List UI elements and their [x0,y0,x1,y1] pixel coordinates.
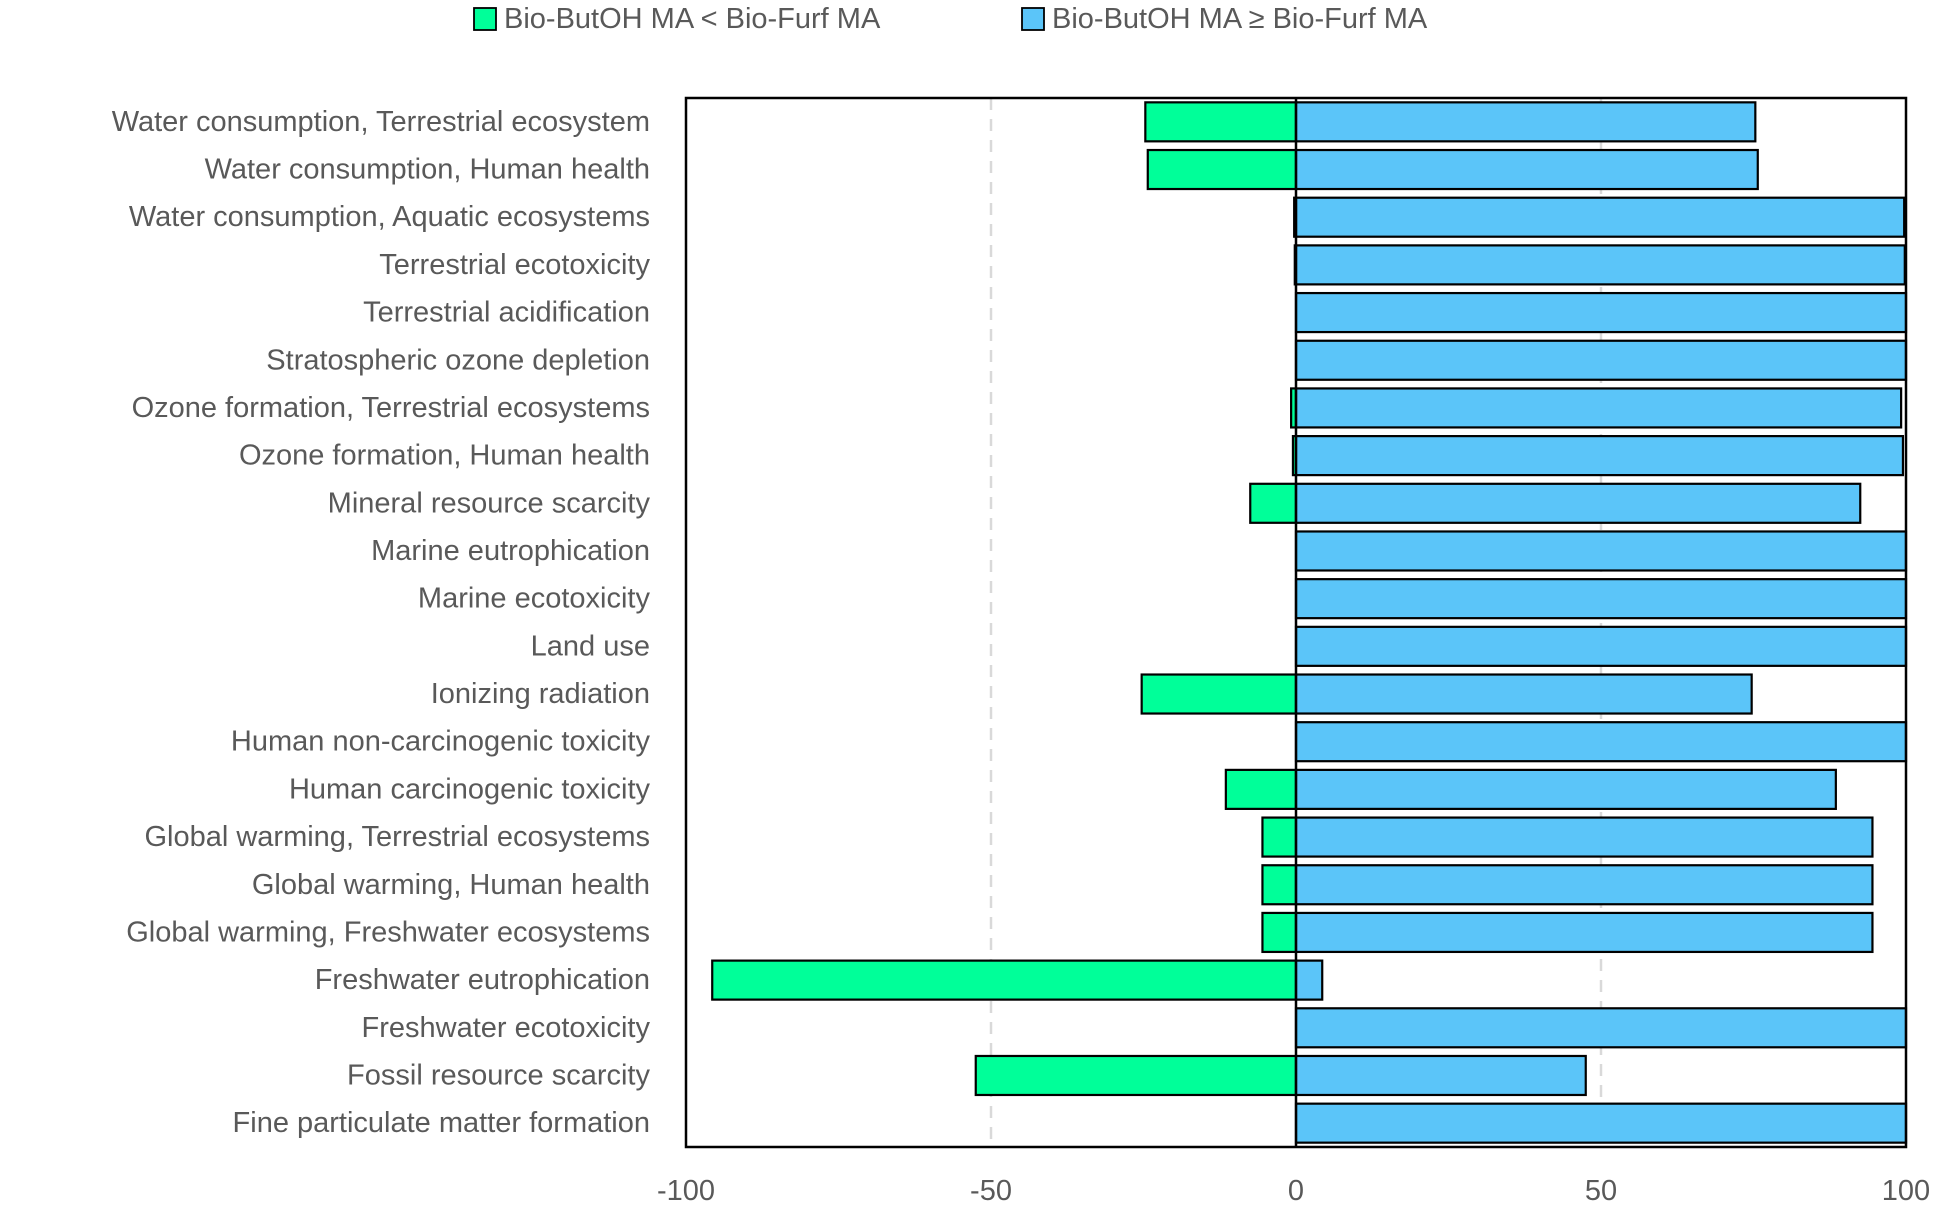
legend-label: Bio-ButOH MA < Bio-Furf MA [504,3,881,35]
x-tick-label: 0 [1288,1175,1304,1207]
category-label: Human carcinogenic toxicity [289,773,651,805]
x-axis-ticks: -100 -50 0 50 100 [657,1175,1930,1207]
bar-blue [1294,148,1759,191]
bar-blue [1294,864,1874,906]
legend-swatch [473,7,497,31]
bar-green [974,1054,1298,1097]
category-label: Land use [531,630,650,662]
bar-blue [1294,530,1908,572]
category-label: Marine ecotoxicity [418,583,651,615]
x-tick-label: -100 [657,1175,715,1207]
legend-swatch [1021,7,1045,31]
bar-blue [1294,101,1757,143]
legend-label: Bio-ButOH MA ≥ Bio-Furf MA [1052,3,1428,35]
bar-green [1146,148,1298,191]
bar-green [1224,768,1298,810]
bar-blue [1294,1054,1587,1097]
bar-green [1249,482,1298,524]
x-tick-label: 50 [1585,1175,1617,1207]
x-tick-label: -50 [970,1175,1012,1207]
category-label: Ionizing radiation [431,678,650,710]
category-label: Fine particulate matter formation [233,1107,650,1139]
bar-blue [1294,673,1753,715]
bar-green [1144,101,1298,143]
bar-blue [1294,911,1874,954]
category-label: Water consumption, Aquatic ecosystems [129,201,650,233]
category-label: Water consumption, Terrestrial ecosystem [112,106,650,138]
category-label: Freshwater ecotoxicity [362,1012,651,1044]
category-label: Freshwater eutrophication [315,964,650,996]
bar-blue [1294,816,1874,858]
bar-blue [1294,435,1905,477]
bar-blue [1294,1007,1908,1049]
bar-blue [1294,387,1903,429]
category-label: Global warming, Freshwater ecosystems [126,916,650,948]
category-label: Global warming, Human health [252,869,650,901]
bar-blue [1294,291,1908,334]
category-label: Mineral resource scarcity [328,487,651,519]
category-label: Global warming, Terrestrial ecosystems [144,821,650,853]
x-tick-label: 100 [1882,1175,1930,1207]
bar-blue [1294,959,1324,1001]
category-label: Stratospheric ozone depletion [266,344,650,376]
bar-green [1140,673,1298,715]
bar-blue [1294,196,1906,238]
category-labels: Water consumption, Terrestrial ecosystem… [112,106,651,1139]
bar-blue [1294,625,1908,667]
bar-blue [1294,768,1837,810]
bar-green [1261,911,1298,954]
category-label: Marine eutrophication [371,535,650,567]
category-label: Human non-carcinogenic toxicity [231,726,651,758]
bar-green [1261,864,1298,906]
bar-blue [1294,721,1908,763]
legend: Bio-ButOH MA < Bio-Furf MA Bio-ButOH MA ≥… [473,3,1428,35]
bar-blue [1294,244,1906,286]
category-label: Water consumption, Human health [205,154,650,186]
bar-blue [1294,339,1908,381]
category-label: Terrestrial ecotoxicity [379,249,650,281]
bar-green [1261,816,1298,858]
bar-blue [1294,578,1908,620]
bar-blue [1294,1102,1908,1144]
category-label: Ozone formation, Terrestrial ecosystems [132,392,650,424]
bar-green [711,959,1298,1001]
bars [711,101,1908,1144]
category-label: Terrestrial acidification [363,297,650,329]
category-label: Ozone formation, Human health [239,440,650,472]
bar-blue [1294,482,1862,524]
category-label: Fossil resource scarcity [347,1059,650,1091]
